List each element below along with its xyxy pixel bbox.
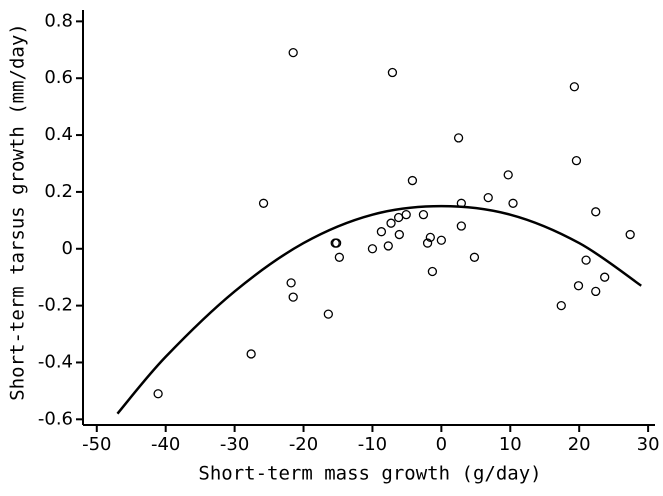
x-axis-title: Short-term mass growth (g/day) (198, 463, 541, 485)
point (469, 252, 480, 262)
point (591, 286, 601, 297)
point (573, 281, 584, 291)
x-tick-label: 0 (436, 434, 447, 455)
y-tick-label: 0.6 (44, 67, 73, 88)
y-tick-label: -0.4 (38, 351, 73, 372)
point (246, 349, 256, 359)
point (394, 229, 404, 240)
point (453, 133, 464, 143)
y-tick-label: 0 (62, 238, 73, 259)
x-tick-label: -50 (82, 434, 111, 455)
point (422, 238, 433, 248)
point (330, 238, 340, 248)
x-tick-label: -20 (289, 434, 318, 455)
y-tick-label: -0.2 (38, 295, 73, 316)
point (456, 221, 466, 231)
x-tick-label: 30 (637, 434, 660, 455)
x-tick-label: -40 (151, 434, 180, 455)
y-tick-label: 0.8 (44, 10, 73, 31)
point (625, 229, 635, 240)
y-axis-title: Short-term tarsus growth (mm/day) (7, 23, 29, 401)
point (436, 235, 447, 245)
point (503, 170, 513, 180)
y-tick-label: -0.6 (38, 408, 73, 429)
point (386, 218, 396, 228)
point (569, 82, 580, 92)
point (600, 272, 610, 282)
point (425, 232, 435, 243)
point (393, 212, 404, 223)
point (508, 198, 518, 208)
x-tick-label: -10 (358, 434, 387, 455)
x-tick-label: -30 (220, 434, 249, 455)
point (286, 278, 296, 288)
point (288, 47, 298, 58)
point (571, 156, 582, 166)
point (418, 210, 429, 220)
point (383, 241, 393, 251)
point (483, 192, 493, 203)
point (591, 207, 601, 217)
point (258, 198, 269, 208)
y-tick-label: 0.2 (44, 181, 73, 202)
point (376, 227, 387, 237)
point (334, 252, 345, 262)
point (288, 292, 298, 302)
point (427, 266, 438, 277)
point (581, 255, 591, 265)
point (387, 67, 398, 78)
fit-curve (116, 204, 642, 415)
point (323, 309, 333, 319)
point (401, 210, 411, 220)
point (153, 389, 163, 399)
x-tick-label: 10 (499, 434, 522, 455)
x-tick-label: 20 (568, 434, 591, 455)
y-tick-label: 0.4 (44, 124, 73, 145)
point (556, 300, 566, 311)
point (407, 175, 418, 186)
point (367, 244, 378, 254)
